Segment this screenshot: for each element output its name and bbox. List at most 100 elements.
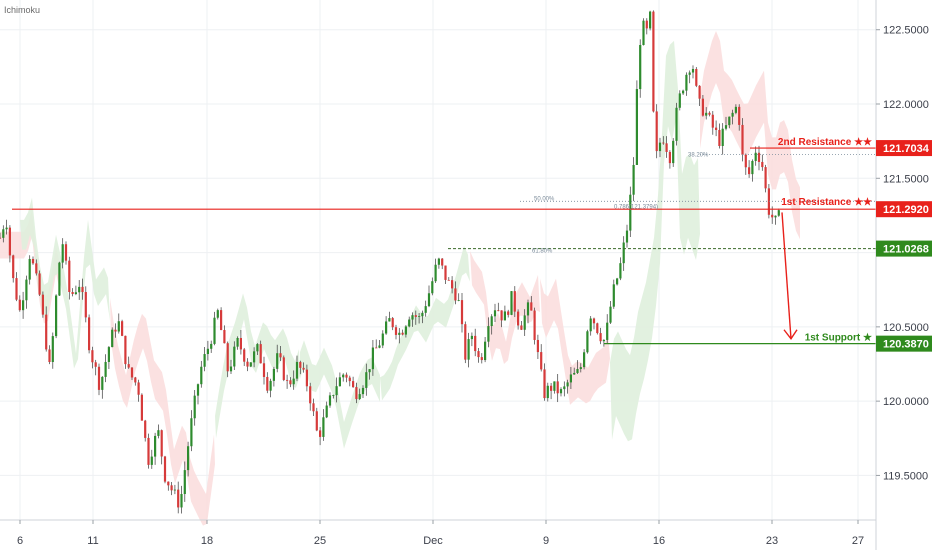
x-tick-label: 18 [201, 535, 213, 547]
candle-body [167, 481, 170, 486]
candle-body [180, 494, 183, 508]
y-tick-label: 119.5000 [883, 470, 928, 482]
candle-body [335, 386, 338, 396]
cloud-band [380, 245, 470, 401]
candle-body [441, 258, 444, 266]
candle-body [751, 160, 754, 175]
candle-body [500, 310, 503, 321]
candle-body [418, 316, 421, 318]
candle-body [210, 343, 213, 349]
candle-body [0, 237, 2, 239]
candle-body [84, 292, 87, 318]
candle-body [299, 361, 302, 368]
candle-body [543, 369, 546, 399]
candle-body [408, 319, 411, 327]
candle-body [256, 344, 259, 352]
candle-body [213, 317, 216, 344]
candle-body [728, 116, 731, 126]
price-badge-label: 121.0268 [883, 244, 929, 256]
candle-body [137, 382, 140, 395]
candle-body [734, 106, 737, 113]
candle-body [629, 194, 632, 231]
candle-body [58, 262, 61, 296]
candle-body [672, 140, 675, 164]
candle-body [559, 389, 563, 394]
candle-body [272, 368, 275, 381]
x-tick-label: 27 [852, 535, 864, 547]
candle-body [757, 152, 761, 162]
candle-body [464, 324, 467, 360]
candle-body [682, 90, 685, 94]
candle-body [526, 302, 530, 316]
candle-body [375, 347, 378, 349]
candle-body [404, 326, 407, 335]
candle-body [715, 127, 718, 130]
candle-body [616, 278, 619, 285]
candle-body [243, 349, 246, 362]
x-tick-label: 9 [543, 535, 549, 547]
candle-body [586, 331, 589, 353]
candle-body [269, 380, 272, 391]
candle-body [635, 89, 638, 165]
candle-body [625, 230, 629, 243]
candle-body [553, 381, 556, 391]
candle-body [94, 362, 97, 367]
candle-body [368, 369, 371, 373]
candle-body [203, 354, 206, 367]
candle-body [589, 318, 592, 332]
fib-618-label: 61.80% [532, 249, 553, 255]
y-tick-label: 120.0000 [883, 396, 929, 408]
candle-body [748, 167, 751, 175]
candle-body [771, 214, 774, 218]
fib-786-label: 0.786(121.3794) [614, 204, 658, 210]
candle-body [312, 403, 315, 412]
candle-body [305, 369, 308, 387]
candle-body [25, 279, 28, 301]
candle-body [612, 284, 615, 307]
candle-body [286, 379, 289, 381]
candle-body [401, 332, 404, 335]
candle-body [61, 244, 64, 263]
candle-body [708, 112, 711, 115]
candle-body [253, 351, 256, 363]
candle-body [691, 68, 695, 73]
candle-body [223, 330, 226, 344]
candle-body [97, 366, 101, 390]
candle-body [140, 394, 143, 421]
candle-body [134, 377, 137, 383]
price-badge [876, 201, 932, 218]
candle-body [497, 310, 500, 312]
candle-body [348, 377, 351, 382]
indicator-label[interactable]: Ichimoku [4, 5, 41, 15]
price-badge [876, 140, 932, 157]
candle-body [279, 353, 282, 358]
candle-body [431, 281, 434, 294]
candle-body [332, 395, 335, 396]
x-tick-label: 16 [653, 535, 665, 547]
resistance-2-label: 2nd Resistance ★★ [778, 137, 872, 148]
candle-body [447, 279, 450, 281]
candle-body [371, 347, 374, 370]
cloud-band [300, 340, 380, 449]
candle-body [761, 161, 764, 168]
candle-body [295, 361, 299, 379]
candle-body [569, 374, 572, 383]
candle-body [114, 329, 117, 332]
candle-body [391, 318, 394, 328]
price-badge-label: 120.3870 [883, 339, 929, 351]
candle-body [767, 188, 770, 215]
candle-body [754, 152, 757, 161]
candle-body [563, 386, 566, 390]
candle-body [328, 395, 332, 406]
candle-body [276, 353, 279, 369]
candle-body [777, 210, 780, 216]
candle-body [685, 74, 688, 91]
cloud-band [0, 209, 60, 324]
candle-body [513, 291, 516, 312]
candle-body [385, 321, 388, 334]
candle-body [104, 361, 107, 377]
candle-body [259, 344, 262, 364]
price-badge [876, 240, 932, 257]
